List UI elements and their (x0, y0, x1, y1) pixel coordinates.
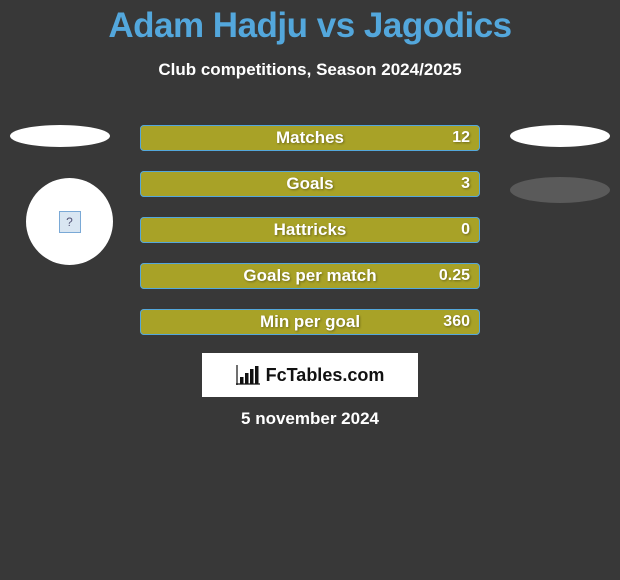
bar-matches: Matches 12 (140, 125, 480, 151)
page-subtitle: Club competitions, Season 2024/2025 (0, 60, 620, 80)
fctables-logo: FcTables.com (202, 353, 418, 397)
player-right-shadow-2 (510, 177, 610, 203)
player-left-shadow (10, 125, 110, 147)
avatar-placeholder-icon: ? (59, 211, 81, 233)
bar-fill (140, 171, 480, 197)
bar-fill (140, 263, 480, 289)
bar-chart-icon (236, 365, 260, 385)
stats-bars: Matches 12 Goals 3 Hattricks 0 Goals per… (140, 125, 480, 355)
bar-goals: Goals 3 (140, 171, 480, 197)
bar-hattricks: Hattricks 0 (140, 217, 480, 243)
player-left-avatar: ? (26, 178, 113, 265)
bar-fill (140, 217, 480, 243)
player-right-shadow (510, 125, 610, 147)
bar-fill (140, 125, 480, 151)
page-title: Adam Hadju vs Jagodics (0, 0, 620, 46)
bar-fill (140, 309, 480, 335)
bar-goals-per-match: Goals per match 0.25 (140, 263, 480, 289)
logo-text: FcTables.com (266, 365, 385, 386)
bar-min-per-goal: Min per goal 360 (140, 309, 480, 335)
date-stamp: 5 november 2024 (0, 409, 620, 429)
